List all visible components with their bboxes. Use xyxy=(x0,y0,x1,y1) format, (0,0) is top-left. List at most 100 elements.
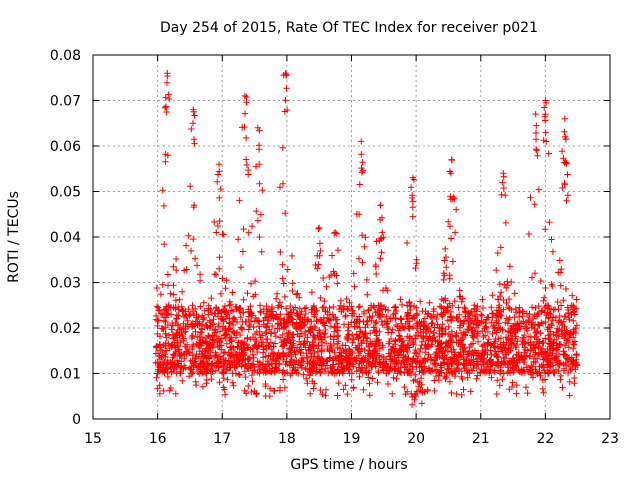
data-point xyxy=(573,322,581,329)
data-point xyxy=(385,363,392,371)
data-point xyxy=(214,313,222,320)
data-point xyxy=(377,235,384,242)
data-point xyxy=(454,366,462,373)
data-point xyxy=(256,180,263,187)
y-axis-label: ROTI / TECUs xyxy=(6,191,22,283)
data-point xyxy=(251,342,258,349)
data-point xyxy=(369,375,376,382)
data-point xyxy=(386,338,393,346)
data-point xyxy=(438,364,445,371)
data-point xyxy=(247,303,254,310)
data-point xyxy=(542,284,549,292)
data-point xyxy=(304,380,311,387)
data-point xyxy=(164,271,172,278)
data-point xyxy=(491,344,498,351)
data-point xyxy=(279,144,286,151)
data-point xyxy=(546,305,553,312)
data-point xyxy=(473,318,481,325)
data-point xyxy=(531,201,538,208)
data-point xyxy=(343,356,350,363)
data-point xyxy=(225,357,232,364)
data-point xyxy=(302,304,310,311)
data-point xyxy=(189,302,196,309)
data-point xyxy=(256,359,264,366)
data-point xyxy=(549,248,557,255)
data-point xyxy=(448,359,456,366)
data-point xyxy=(173,357,181,364)
data-point xyxy=(512,343,519,351)
data-point xyxy=(384,287,391,294)
data-point xyxy=(516,319,524,327)
data-point xyxy=(279,356,287,364)
data-point xyxy=(248,371,256,379)
data-point xyxy=(189,352,196,359)
data-point xyxy=(409,198,416,205)
data-point xyxy=(562,285,570,293)
data-point xyxy=(199,369,206,377)
data-point xyxy=(548,236,555,243)
data-point xyxy=(279,275,286,282)
data-point xyxy=(315,335,323,342)
data-point xyxy=(161,104,169,111)
data-point xyxy=(537,277,544,285)
data-point xyxy=(379,366,386,374)
y-tick-label: 0.02 xyxy=(50,321,81,337)
data-point xyxy=(542,226,549,233)
data-point xyxy=(294,310,301,317)
data-point xyxy=(560,297,567,304)
data-point xyxy=(497,367,504,374)
data-point xyxy=(345,331,353,338)
data-point xyxy=(348,319,355,326)
data-point xyxy=(461,305,469,312)
data-point xyxy=(340,347,347,355)
data-point xyxy=(212,326,219,333)
data-point xyxy=(370,324,378,331)
data-point xyxy=(152,312,160,320)
data-point xyxy=(385,325,392,333)
data-point xyxy=(183,341,191,348)
data-point xyxy=(373,318,380,326)
data-point xyxy=(455,359,463,366)
data-point xyxy=(411,314,418,322)
data-point xyxy=(436,353,443,361)
data-point xyxy=(432,354,439,361)
data-point xyxy=(533,122,540,129)
data-point xyxy=(524,368,532,375)
data-points xyxy=(152,70,581,408)
data-point xyxy=(525,313,533,321)
data-point xyxy=(452,358,460,365)
data-point xyxy=(316,240,324,247)
data-point xyxy=(374,337,381,344)
data-point xyxy=(550,345,557,352)
data-point xyxy=(273,290,281,297)
data-point xyxy=(339,369,346,377)
data-point xyxy=(491,369,499,376)
data-point xyxy=(223,340,230,347)
data-point xyxy=(292,351,299,358)
data-point xyxy=(536,322,543,329)
data-point xyxy=(334,392,341,399)
data-point xyxy=(493,390,500,398)
data-point xyxy=(156,362,163,369)
data-point xyxy=(304,316,312,324)
data-point xyxy=(474,303,481,310)
data-point xyxy=(286,345,293,352)
data-point xyxy=(172,390,179,397)
data-point xyxy=(369,312,376,320)
data-point xyxy=(165,301,172,309)
data-point xyxy=(370,354,377,361)
data-point xyxy=(256,127,263,134)
data-point xyxy=(561,133,569,140)
data-point xyxy=(308,367,316,375)
data-point xyxy=(372,343,379,350)
data-point xyxy=(334,247,342,254)
data-point xyxy=(369,353,376,360)
data-point xyxy=(426,367,433,374)
data-point xyxy=(407,368,415,376)
data-point xyxy=(205,332,212,339)
data-point xyxy=(239,318,246,325)
data-point xyxy=(442,253,450,261)
data-point xyxy=(305,346,313,353)
data-point xyxy=(359,159,366,166)
data-point xyxy=(557,282,564,289)
